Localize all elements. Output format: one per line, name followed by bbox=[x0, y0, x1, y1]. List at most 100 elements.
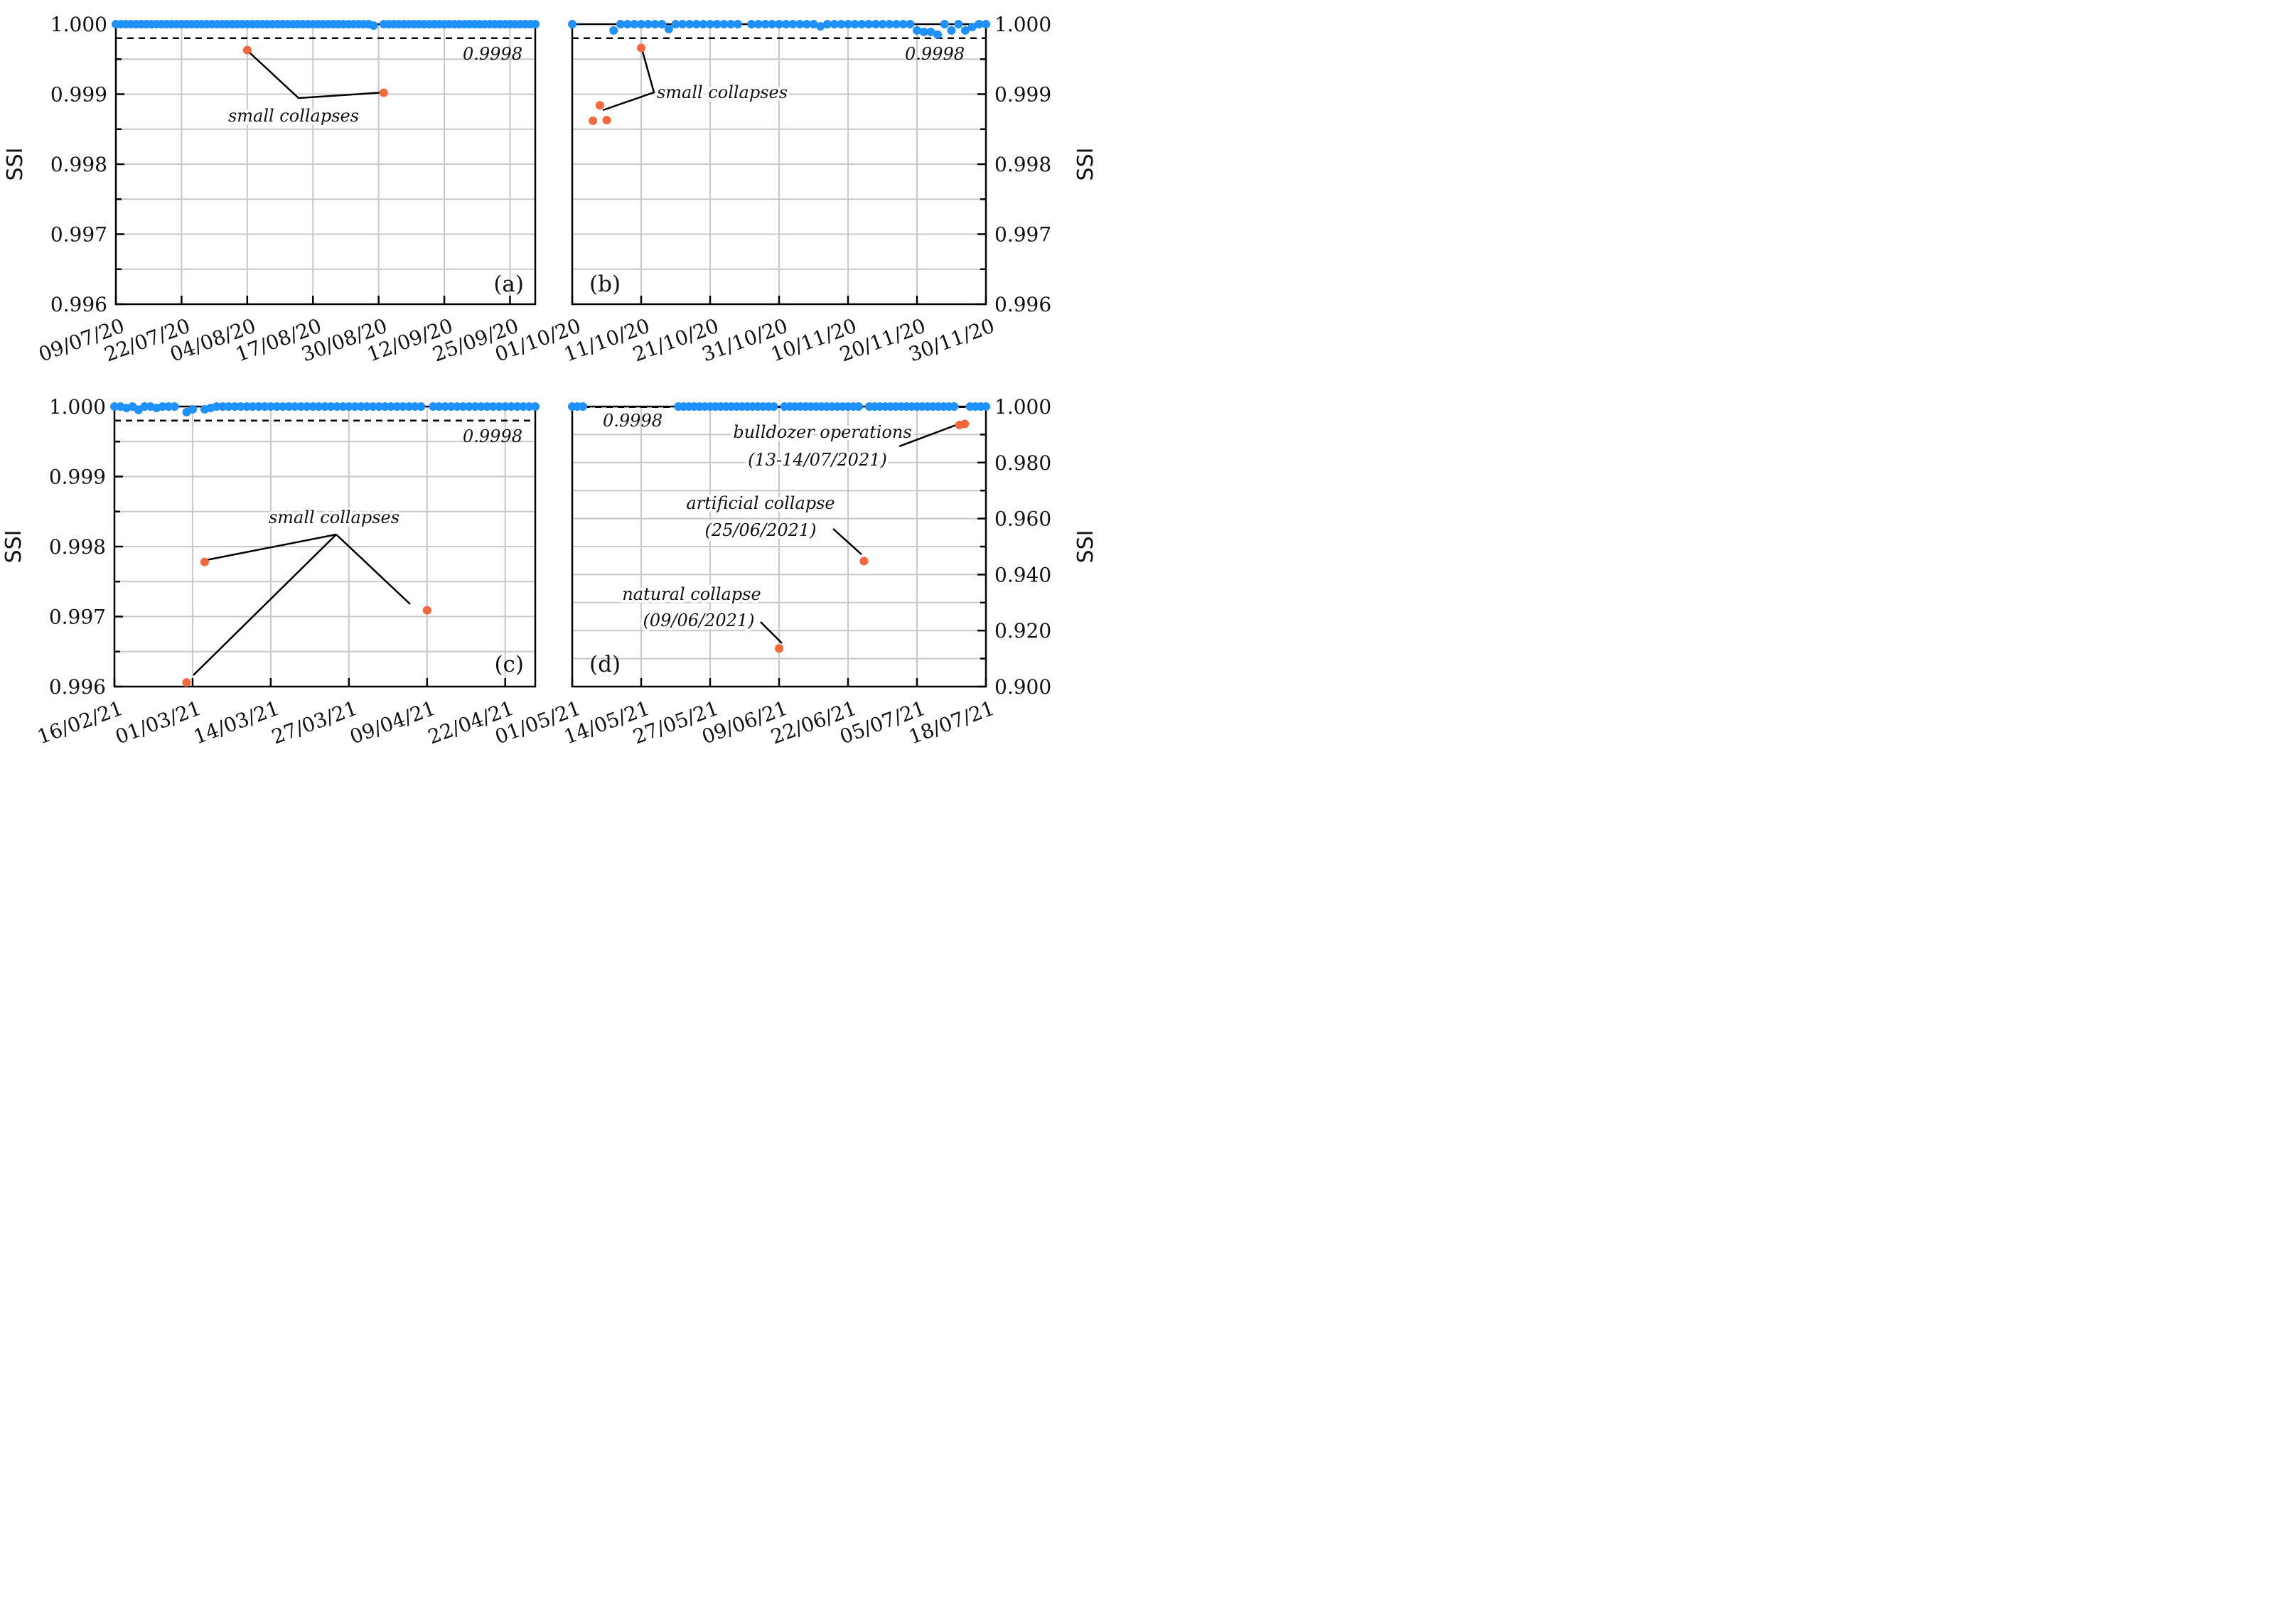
ssi-point bbox=[314, 402, 323, 411]
x-tick-label: 09/04/21 bbox=[347, 697, 439, 749]
ssi-point bbox=[664, 24, 673, 33]
panel-label: (d) bbox=[589, 652, 621, 677]
ssi-point bbox=[284, 402, 294, 411]
ssi-point bbox=[854, 402, 863, 411]
ssi-point bbox=[488, 402, 498, 411]
ssi-point bbox=[350, 402, 360, 411]
y-tick-label: 0.960 bbox=[994, 507, 1051, 531]
collapse-point bbox=[242, 45, 252, 55]
ssi-point bbox=[212, 402, 221, 411]
ssi-point bbox=[242, 402, 252, 411]
ssi-point bbox=[712, 20, 721, 28]
collapse-point bbox=[595, 101, 604, 110]
y-tick-label: 0.996 bbox=[994, 293, 1051, 316]
ssi-point bbox=[218, 402, 227, 411]
x-tick-label: 14/03/21 bbox=[191, 697, 282, 749]
collapse-point bbox=[602, 115, 611, 124]
ssi-point bbox=[417, 402, 426, 411]
collapse-point bbox=[182, 678, 191, 687]
ssi-point bbox=[913, 26, 921, 35]
ssi-point bbox=[926, 27, 935, 36]
ssi-point bbox=[410, 402, 419, 411]
panel-d: 0.99980.9000.9200.9400.9600.9801.00001/0… bbox=[492, 395, 1098, 749]
ssi-point bbox=[616, 20, 625, 28]
ssi-point bbox=[650, 20, 660, 28]
ssi-point bbox=[685, 20, 694, 28]
ssi-point bbox=[671, 20, 680, 28]
ssi-point bbox=[224, 402, 233, 411]
annotation-leader bbox=[193, 534, 337, 676]
ssi-point bbox=[719, 20, 729, 28]
annotation-halo: natural collapse bbox=[622, 584, 761, 604]
ssi-point bbox=[188, 404, 197, 414]
annotation-leader bbox=[248, 51, 385, 100]
ssi-point bbox=[788, 20, 798, 28]
collapse-point bbox=[960, 419, 970, 429]
annotation-text: small collapses bbox=[657, 82, 788, 102]
threshold-label: 0.9998 bbox=[905, 44, 965, 64]
ssi-point bbox=[321, 402, 329, 411]
y-tick-label: 0.997 bbox=[49, 606, 106, 629]
threshold-label: 0.9998 bbox=[463, 44, 522, 64]
ssi-point bbox=[332, 402, 341, 411]
collapse-point bbox=[379, 88, 388, 97]
collapse-point bbox=[589, 116, 598, 125]
annotation-leader bbox=[602, 48, 655, 112]
ssi-point bbox=[906, 20, 915, 28]
annotation-text: small collapses bbox=[228, 106, 359, 126]
y-axis-title: SSI bbox=[1, 530, 26, 564]
ssi-point bbox=[380, 402, 390, 411]
ssi-point bbox=[919, 27, 928, 36]
ssi-point bbox=[781, 20, 790, 28]
collapse-point bbox=[200, 557, 209, 566]
threshold-label: 0.9998 bbox=[603, 411, 662, 431]
ssi-point bbox=[453, 402, 462, 411]
y-axis-title: SSI bbox=[3, 148, 28, 181]
x-tick-label: 27/03/21 bbox=[269, 697, 360, 749]
ssi-point bbox=[272, 402, 281, 411]
ssi-point bbox=[982, 402, 990, 411]
y-tick-label: 1.000 bbox=[50, 13, 107, 36]
ssi-point bbox=[392, 402, 402, 411]
ssi-point bbox=[266, 402, 275, 411]
annotation-text: (13-14/07/2021) bbox=[748, 450, 887, 470]
y-tick-label: 0.999 bbox=[50, 83, 107, 107]
ssi-point bbox=[483, 402, 492, 411]
annotation-halo: bulldozer operations bbox=[733, 422, 911, 442]
ssi-point bbox=[768, 20, 777, 28]
annotation-halo: small collapses bbox=[657, 82, 788, 102]
y-tick-label: 0.998 bbox=[50, 153, 107, 176]
y-tick-label: 0.940 bbox=[994, 563, 1051, 586]
ssi-point bbox=[954, 20, 963, 28]
ssi-figure: 0.99980.9960.9970.9980.9991.00009/07/202… bbox=[1, 13, 1098, 749]
panel-a: 0.99980.9960.9970.9980.9991.00009/07/202… bbox=[3, 13, 540, 367]
y-tick-label: 0.998 bbox=[994, 153, 1051, 176]
ssi-point bbox=[500, 402, 510, 411]
ssi-point bbox=[519, 402, 528, 411]
threshold-label: 0.9998 bbox=[463, 426, 522, 446]
ssi-point bbox=[170, 402, 179, 411]
annotation-text: small collapses bbox=[269, 507, 399, 527]
y-tick-label: 0.999 bbox=[994, 83, 1051, 107]
ssi-point bbox=[809, 20, 818, 28]
ssi-point bbox=[975, 20, 984, 28]
y-tick-label: 0.996 bbox=[49, 675, 106, 699]
ssi-point bbox=[982, 20, 990, 28]
ssi-point bbox=[795, 20, 805, 28]
ssi-point bbox=[338, 402, 348, 411]
ssi-point bbox=[844, 20, 852, 28]
ssi-point bbox=[678, 20, 687, 28]
ssi-point bbox=[369, 21, 378, 30]
ssi-point bbox=[753, 20, 763, 28]
ssi-point bbox=[637, 20, 645, 28]
ssi-point bbox=[309, 402, 318, 411]
ssi-point bbox=[531, 20, 540, 28]
ssi-point bbox=[822, 20, 832, 28]
x-tick-label: 16/02/21 bbox=[34, 697, 126, 749]
annotation-halo: artificial collapse bbox=[686, 493, 835, 513]
ssi-point bbox=[464, 402, 473, 411]
ssi-point bbox=[302, 402, 311, 411]
collapse-point bbox=[775, 644, 783, 653]
ssi-point bbox=[643, 20, 653, 28]
ssi-point bbox=[769, 402, 778, 411]
